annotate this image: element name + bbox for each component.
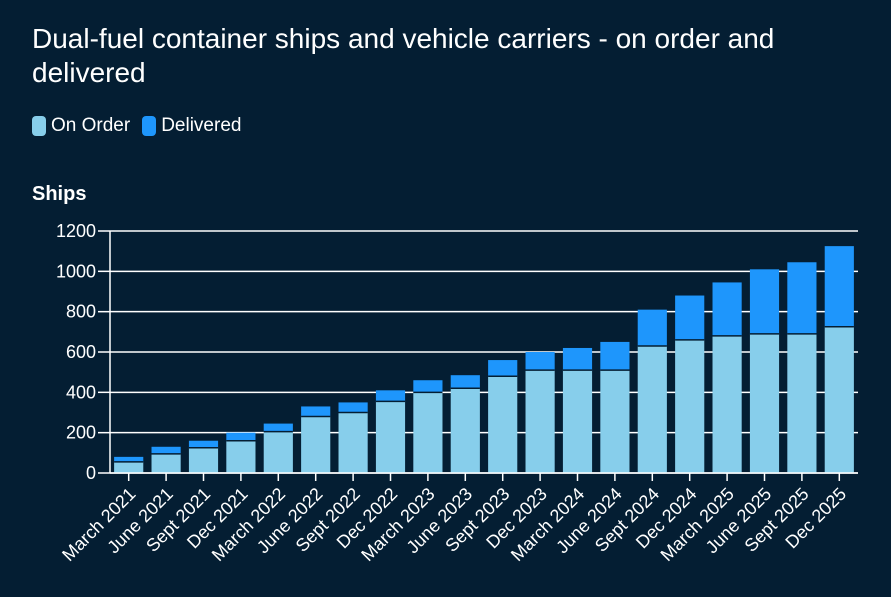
- bar-delivered[interactable]: [787, 262, 817, 334]
- bar-delivered[interactable]: [675, 295, 705, 340]
- legend-label-on-order: On Order: [51, 115, 131, 136]
- chart-title: Dual-fuel container ships and vehicle ca…: [32, 23, 775, 88]
- bar-delivered[interactable]: [413, 380, 443, 393]
- y-axis-ticks: 0 200 400 600 800 1000 1200: [56, 221, 96, 483]
- bar-delivered[interactable]: [301, 406, 331, 417]
- bar-delivered[interactable]: [263, 423, 293, 432]
- y-tick-label: 400: [66, 382, 96, 402]
- y-axis-title: Ships: [32, 183, 87, 205]
- legend-item-delivered[interactable]: Delivered: [142, 115, 241, 137]
- bar-on-order[interactable]: [712, 335, 742, 473]
- legend-item-on-order[interactable]: On Order: [32, 115, 130, 137]
- bars: [114, 246, 854, 473]
- legend-swatch-on-order: [32, 116, 46, 136]
- bar-on-order[interactable]: [114, 461, 144, 473]
- bar-delivered[interactable]: [562, 347, 593, 371]
- bar-delivered[interactable]: [712, 282, 742, 336]
- bar-on-order[interactable]: [637, 345, 667, 473]
- bar-on-order[interactable]: [188, 447, 219, 473]
- legend-swatch-delivered: [142, 116, 157, 136]
- bar-delivered[interactable]: [637, 309, 667, 346]
- bar-delivered[interactable]: [749, 269, 780, 334]
- bar-on-order[interactable]: [450, 388, 480, 473]
- bar-on-order[interactable]: [749, 333, 780, 473]
- bar-delivered[interactable]: [114, 456, 144, 462]
- bar-delivered[interactable]: [338, 402, 368, 413]
- bar-delivered[interactable]: [226, 432, 256, 441]
- y-tick-label: 600: [66, 342, 96, 362]
- bar-on-order[interactable]: [562, 370, 593, 473]
- bar-delivered[interactable]: [188, 440, 219, 448]
- legend: On Order Delivered: [32, 115, 253, 137]
- bar-delivered[interactable]: [375, 390, 406, 402]
- bar-on-order[interactable]: [675, 339, 705, 473]
- bar-on-order[interactable]: [338, 412, 368, 474]
- bar-on-order[interactable]: [413, 392, 443, 473]
- bar-delivered[interactable]: [824, 246, 854, 327]
- y-tick-label: 800: [66, 302, 96, 322]
- bar-on-order[interactable]: [600, 370, 630, 473]
- bar-on-order[interactable]: [263, 431, 293, 473]
- bar-delivered[interactable]: [450, 375, 480, 389]
- bar-on-order[interactable]: [488, 376, 518, 473]
- bar-on-order[interactable]: [301, 416, 331, 473]
- bar-on-order[interactable]: [226, 440, 256, 473]
- legend-label-delivered: Delivered: [161, 115, 242, 136]
- bar-on-order[interactable]: [824, 326, 854, 473]
- bar-delivered[interactable]: [151, 446, 181, 454]
- y-tick-label: 200: [66, 423, 96, 443]
- y-tick-label: 1000: [56, 261, 96, 281]
- bar-delivered[interactable]: [488, 360, 518, 377]
- bar-on-order[interactable]: [375, 401, 406, 473]
- bar-delivered[interactable]: [600, 341, 630, 371]
- bar-on-order[interactable]: [151, 453, 181, 473]
- bar-on-order[interactable]: [787, 333, 817, 473]
- y-tick-label: 1200: [56, 221, 96, 241]
- bar-delivered[interactable]: [525, 352, 555, 371]
- y-tick-label: 0: [86, 463, 96, 483]
- bar-on-order[interactable]: [525, 370, 555, 473]
